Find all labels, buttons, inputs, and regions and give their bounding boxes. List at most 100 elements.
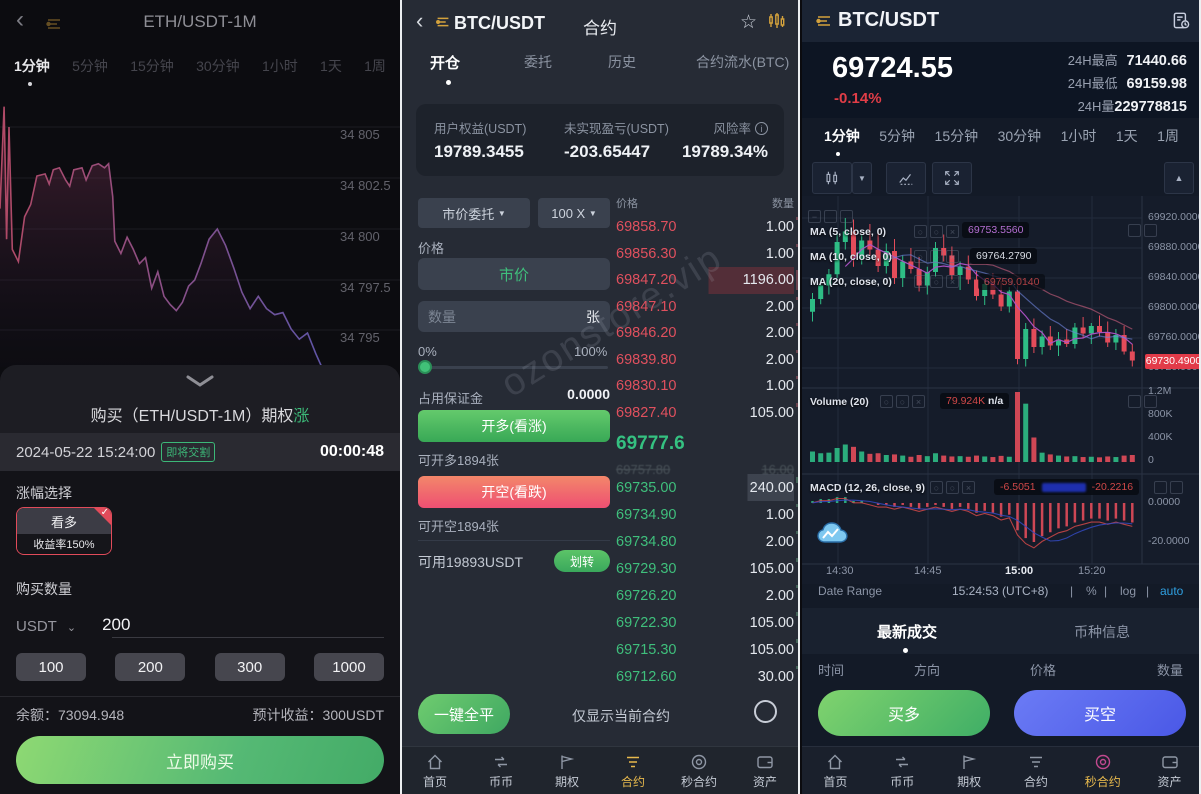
collapse-panel-button[interactable]: ▲: [1164, 162, 1194, 194]
nav-item-assets[interactable]: 资产: [732, 752, 798, 790]
tab-5min[interactable]: 5分钟: [879, 128, 916, 144]
date-range-button[interactable]: Date Range: [818, 584, 883, 598]
log-scale-button[interactable]: log: [1120, 584, 1137, 598]
tab-30min[interactable]: 30分钟: [997, 128, 1042, 144]
ma10-controls[interactable]: ○ ○ ×: [914, 250, 959, 263]
nav-item-contract[interactable]: 合约: [600, 752, 666, 790]
header-bar: [802, 0, 1199, 42]
indicators-button[interactable]: [886, 162, 926, 194]
chart-corner-controls[interactable]: −: [808, 210, 853, 223]
tab-5min[interactable]: 5分钟: [72, 58, 108, 74]
quick-amount-300[interactable]: 300: [214, 653, 285, 681]
short-available: 可开空1894张: [418, 519, 499, 534]
bid-row[interactable]: 69734.80 2.00: [616, 528, 798, 555]
ask-row[interactable]: 69858.70 1.00: [616, 214, 798, 241]
pair-symbol[interactable]: BTC/USDT: [838, 9, 940, 31]
tab-contract-flow[interactable]: 合约流水(BTC): [696, 54, 790, 70]
collapse-chevron-icon[interactable]: [178, 374, 222, 395]
tab-1w[interactable]: 1周: [364, 58, 386, 74]
quantity-input[interactable]: 数量 张: [418, 301, 610, 332]
tab-30min[interactable]: 30分钟: [196, 58, 240, 74]
nav-item-home[interactable]: 首页: [402, 752, 468, 790]
nav-item-coins[interactable]: 币币: [468, 752, 534, 790]
slider-knob[interactable]: [418, 360, 432, 374]
only-current-toggle[interactable]: [754, 700, 777, 723]
tab-coin-info[interactable]: 币种信息: [1074, 624, 1130, 640]
back-icon[interactable]: ‹: [16, 6, 24, 33]
fullscreen-button[interactable]: [932, 162, 972, 194]
tab-orders[interactable]: 委托: [524, 54, 552, 70]
auto-scale-button[interactable]: auto: [1160, 584, 1184, 598]
volume-controls[interactable]: ○ ○ ×: [880, 395, 925, 408]
amount-input[interactable]: 200: [102, 615, 131, 634]
buy-long-button[interactable]: 买多: [818, 690, 990, 736]
order-history-icon[interactable]: [1170, 10, 1192, 37]
quick-amount-100[interactable]: 100: [16, 653, 86, 681]
quick-amount-1000[interactable]: 1000: [313, 653, 384, 681]
quick-amount-200[interactable]: 200: [115, 653, 186, 681]
close-all-button[interactable]: 一键全平: [418, 694, 510, 734]
bid-row[interactable]: 69726.20 2.00: [616, 582, 798, 609]
nav-item-seconds[interactable]: 秒合约: [1069, 752, 1136, 790]
macd-controls[interactable]: ○ ○ ×: [930, 481, 975, 494]
ask-row[interactable]: 69846.20 2.00: [616, 320, 798, 347]
ask-row[interactable]: 69847.20 1196.00: [616, 267, 798, 294]
market-price-box[interactable]: 市价: [418, 258, 610, 290]
nav-item-options[interactable]: 期权: [936, 752, 1003, 790]
bid-row[interactable]: 69734.90 1.00: [616, 501, 798, 528]
open-short-button[interactable]: 开空(看跌): [418, 476, 610, 508]
nav-item-assets[interactable]: 资产: [1136, 752, 1199, 790]
ask-row[interactable]: 69847.10 2.00: [616, 294, 798, 321]
nav-item-options[interactable]: 期权: [534, 752, 600, 790]
tab-1d[interactable]: 1天: [1115, 128, 1138, 144]
pair-symbol[interactable]: BTC/USDT: [454, 13, 545, 33]
leverage-dropdown[interactable]: 100 X ▼: [538, 198, 610, 228]
nav-item-home[interactable]: 首页: [802, 752, 869, 790]
option-direction-card[interactable]: 看多 收益率150% ✓: [16, 507, 112, 555]
tab-15min[interactable]: 15分钟: [934, 128, 979, 144]
bid-row[interactable]: 69715.30 105.00: [616, 636, 798, 663]
ma20-controls[interactable]: ○ ○ ×: [914, 275, 959, 288]
back-icon[interactable]: ‹: [416, 8, 424, 33]
main-pane-buttons[interactable]: [1128, 224, 1157, 237]
ask-row[interactable]: 69839.80 2.00: [616, 347, 798, 374]
transfer-button[interactable]: 划转: [554, 550, 610, 572]
info-icon[interactable]: i: [755, 122, 768, 135]
tab-1min[interactable]: 1分钟: [824, 128, 860, 144]
macd-pane-buttons[interactable]: [1154, 481, 1183, 494]
buy-now-button[interactable]: 立即购买: [16, 736, 384, 784]
bid-row[interactable]: 69722.30 105.00: [616, 609, 798, 636]
currency-select[interactable]: USDT: [16, 618, 57, 635]
tab-1d[interactable]: 1天: [320, 58, 342, 74]
order-type-dropdown[interactable]: 市价委托 ▼: [418, 198, 530, 228]
chart-style-caret[interactable]: ▼: [852, 162, 872, 194]
favorite-star-icon[interactable]: ☆: [740, 12, 758, 33]
ask-row[interactable]: 69830.10 1.00: [616, 373, 798, 400]
ma5-controls[interactable]: ○ ○ ×: [914, 225, 959, 238]
tab-1h[interactable]: 1小时: [261, 58, 298, 74]
nav-item-coins[interactable]: 币币: [869, 752, 936, 790]
open-long-button[interactable]: 开多(看涨): [418, 410, 610, 442]
volume-pane-buttons[interactable]: [1128, 395, 1157, 408]
chevron-down-icon[interactable]: ⌄: [66, 622, 77, 634]
tab-open-position[interactable]: 开仓: [430, 55, 461, 72]
tab-1w[interactable]: 1周: [1157, 128, 1179, 144]
tab-15min[interactable]: 15分钟: [130, 58, 174, 74]
bid-row[interactable]: 69712.60 30.00: [616, 663, 798, 690]
percent-scale-button[interactable]: %: [1086, 584, 1097, 598]
tab-history[interactable]: 历史: [608, 54, 636, 70]
buy-short-button[interactable]: 买空: [1014, 690, 1186, 736]
ask-row[interactable]: 69827.40 105.00: [616, 400, 798, 427]
nav-item-seconds[interactable]: 秒合约: [666, 752, 732, 790]
kline-chart-icon[interactable]: [766, 11, 786, 36]
tab-1min[interactable]: 1分钟: [14, 58, 50, 74]
chart-style-button[interactable]: [812, 162, 852, 194]
ask-row[interactable]: 69856.30 1.00: [616, 241, 798, 268]
bid-row[interactable]: 69729.30 105.00: [616, 555, 798, 582]
nav-item-contract[interactable]: 合约: [1002, 752, 1069, 790]
tab-1h[interactable]: 1小时: [1060, 128, 1097, 144]
tab-latest-trades[interactable]: 最新成交: [876, 624, 937, 641]
ma20-label: MA (20, close, 0): [810, 276, 892, 288]
leverage-slider[interactable]: [422, 366, 608, 369]
bid-row[interactable]: 69735.00 240.00: [616, 474, 798, 501]
